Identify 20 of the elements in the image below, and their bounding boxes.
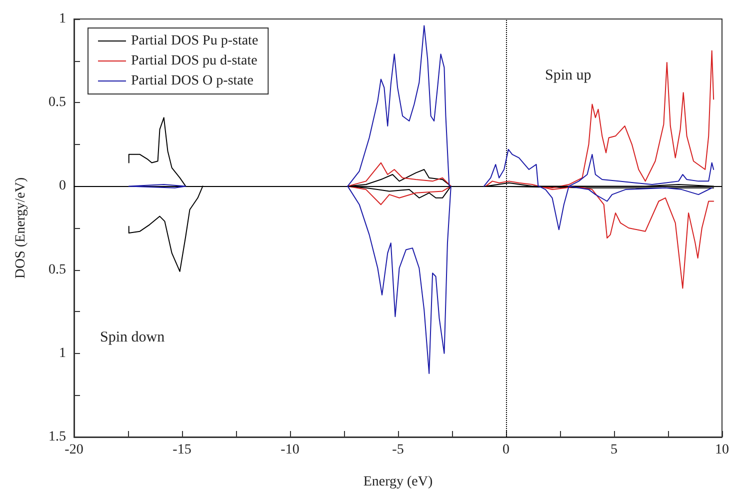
- x-tick-label: -10: [280, 442, 300, 458]
- x-tick-label: 10: [715, 442, 729, 458]
- y-tick-label: 1: [59, 12, 66, 26]
- annotation: Spin down: [100, 330, 166, 346]
- y-axis-title: DOS (Energy/eV): [14, 177, 28, 279]
- legend-label: Partial DOS pu d-state: [131, 54, 258, 68]
- x-tick-label: -5: [392, 442, 404, 458]
- legend-label: Partial DOS Pu p-state: [131, 34, 258, 48]
- y-tick-label: 0.5: [48, 95, 66, 110]
- y-tick-label: 0.5: [48, 262, 66, 278]
- x-tick-label: -15: [172, 442, 192, 458]
- x-tick-label: 5: [610, 442, 618, 458]
- legend-label: Partial DOS O p-state: [131, 74, 254, 88]
- y-tick-label: 0: [59, 178, 66, 194]
- y-tick-label: 1.5: [48, 430, 66, 444]
- annotation: Spin up: [545, 68, 592, 84]
- y-tick-label: 1: [59, 346, 66, 361]
- x-tick-label: -20: [64, 442, 84, 458]
- x-axis-title: Energy (eV): [363, 474, 433, 490]
- x-tick-label: 0: [502, 442, 510, 458]
